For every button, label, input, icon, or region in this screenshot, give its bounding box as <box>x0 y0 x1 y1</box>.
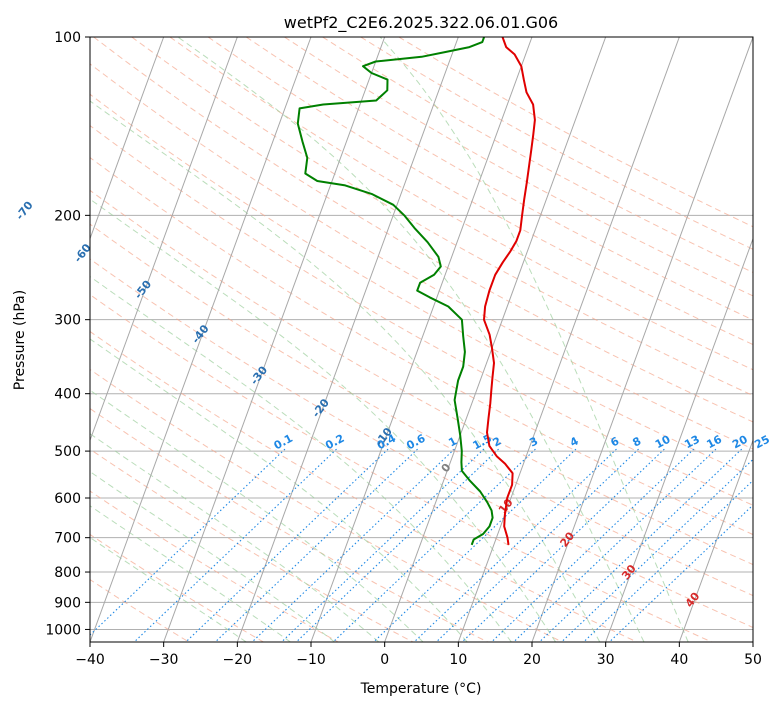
dry-adiabat <box>245 37 753 321</box>
isotherm-line <box>310 37 533 642</box>
x-tick-label: 50 <box>744 652 762 668</box>
x-tick-label: −40 <box>75 652 105 668</box>
mixing-ratio-line <box>583 479 753 642</box>
mixing-ratio-line <box>332 448 536 642</box>
y-tick-label: 600 <box>54 491 81 507</box>
dry-adiabat <box>207 37 753 346</box>
mixing-ratio-line <box>281 448 485 642</box>
mixing-ratio-line <box>513 448 717 642</box>
isotherm-line <box>163 37 386 642</box>
y-axis-label: Pressure (hPa) <box>12 290 28 390</box>
mixing-ratio-label: 13 <box>682 433 702 452</box>
mixing-ratio-line <box>251 448 455 642</box>
x-tick-label: −10 <box>296 652 326 668</box>
mixing-ratio-line <box>538 448 743 642</box>
dry-adiabat <box>90 223 753 597</box>
mixing-ratio-line <box>214 448 418 642</box>
moist-adiabat <box>90 276 512 642</box>
mixing-ratio-line <box>90 448 286 636</box>
isotherm-line <box>605 237 753 642</box>
dry-adiabat <box>169 37 753 371</box>
dry-adiabat <box>90 407 488 642</box>
mixing-ratio-line <box>185 448 389 642</box>
moist-adiabat <box>90 505 291 642</box>
isotherm-line <box>90 37 312 642</box>
isotherm-line <box>90 37 238 442</box>
y-tick-label: 800 <box>54 565 81 581</box>
y-tick-label: 900 <box>54 595 81 611</box>
y-tick-label: 400 <box>54 387 81 403</box>
mixing-ratio-line <box>608 504 753 642</box>
mixing-ratio-label: 16 <box>704 433 724 452</box>
y-tick-label: 1000 <box>45 622 81 638</box>
isotherm-line <box>90 37 165 241</box>
dry-adiabat <box>90 258 753 628</box>
dry-adiabat <box>131 37 753 397</box>
dry-adiabat <box>90 330 638 642</box>
moist-adiabat <box>379 37 689 642</box>
mixing-ratio-line <box>413 448 617 642</box>
x-tick-label: −20 <box>223 652 253 668</box>
dry-adiabat <box>90 533 264 642</box>
mixing-ratio-line <box>491 448 695 642</box>
mixing-ratio-label: 10 <box>653 432 673 451</box>
dewpoint-profile <box>296 37 494 546</box>
y-axis-ticks: 100 200 300 400 500 600 700 800 900 1000 <box>45 30 90 638</box>
dry-adiabat <box>90 368 563 642</box>
y-tick-label: 200 <box>54 208 81 224</box>
isotherm-line <box>531 37 753 642</box>
x-tick-label: −30 <box>149 652 179 668</box>
mixing-ratio-label: 25 <box>752 433 772 452</box>
x-tick-label: 30 <box>597 652 615 668</box>
mixing-ratio-line <box>461 448 665 642</box>
background-lines <box>90 37 753 642</box>
mixing-ratio-line <box>435 448 639 642</box>
x-tick-label: 0 <box>380 652 389 668</box>
plot-frame <box>89 36 754 643</box>
y-tick-label: 700 <box>54 531 81 547</box>
profile-lines <box>296 37 536 546</box>
mixing-ratio-line <box>373 448 577 642</box>
moist-adiabat <box>90 389 424 642</box>
x-tick-label: 40 <box>670 652 688 668</box>
dry-adiabat <box>284 37 753 297</box>
y-tick-label: 100 <box>54 30 81 46</box>
moist-adiabat <box>90 100 601 642</box>
isotherm-line <box>457 37 680 642</box>
y-tick-label: 300 <box>54 313 81 329</box>
chart-title: wetPf2_C2E6.2025.322.06.01.G06 <box>284 13 558 33</box>
isotherm-line <box>384 37 607 642</box>
mixing-ratio-line <box>133 448 337 642</box>
moist-adiabat <box>90 433 380 642</box>
moist-adiabat <box>90 536 247 642</box>
x-axis-ticks: −40 −30 −20 −10 0 10 20 30 40 50 <box>75 642 762 668</box>
moist-adiabat <box>90 198 557 642</box>
y-tick-label: 500 <box>54 444 81 460</box>
isotherm-line <box>236 37 459 642</box>
mixing-ratio-label: 20 <box>730 433 750 452</box>
moist-adiabat <box>177 37 645 642</box>
isotherm-line <box>678 438 753 642</box>
x-tick-label: 10 <box>449 652 467 668</box>
mixing-ratio-line <box>295 448 499 642</box>
dry-adiabat <box>90 124 753 506</box>
dry-adiabat <box>90 93 753 478</box>
moist-adiabat <box>90 471 335 642</box>
dry-adiabat <box>90 294 712 642</box>
x-tick-label: 20 <box>523 652 541 668</box>
mixing-ratio-line <box>561 458 753 642</box>
dry-adiabat <box>90 156 753 536</box>
x-axis-label: Temperature (°C) <box>360 681 482 697</box>
temperature-profile <box>483 37 536 546</box>
dry-adiabat <box>93 37 753 423</box>
